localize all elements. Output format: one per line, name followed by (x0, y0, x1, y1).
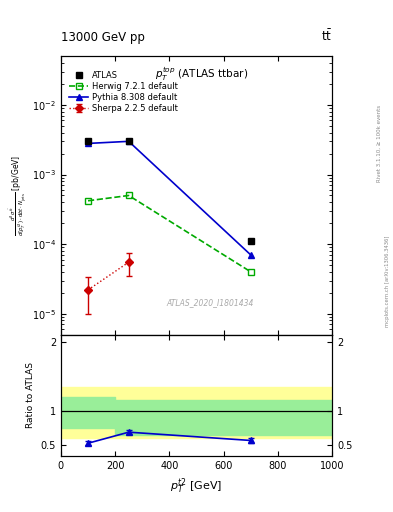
Y-axis label: $\frac{d^2\sigma^{t\bar{t}}}{d(p_T^{t2})\cdot\mathrm{d}bt\cdot N_{\mathrm{jets}}: $\frac{d^2\sigma^{t\bar{t}}}{d(p_T^{t2})… (8, 155, 29, 236)
ATLAS (248, 238, 253, 244)
Pythia 8.308 default (126, 138, 131, 144)
ATLAS (126, 138, 131, 144)
Pythia 8.308 default (86, 140, 90, 146)
X-axis label: $p_T^{t2}$ [GeV]: $p_T^{t2}$ [GeV] (170, 476, 223, 496)
Text: ATLAS_2020_I1801434: ATLAS_2020_I1801434 (166, 298, 254, 307)
Line: Pythia 8.308 default: Pythia 8.308 default (84, 138, 254, 259)
Herwig 7.2.1 default (86, 198, 90, 204)
Y-axis label: Ratio to ATLAS: Ratio to ATLAS (26, 362, 35, 428)
Herwig 7.2.1 default (126, 193, 131, 199)
Pythia 8.308 default (248, 252, 253, 258)
Bar (61, 387, 332, 438)
Herwig 7.2.1 default (248, 269, 253, 275)
Legend: ATLAS, Herwig 7.2.1 default, Pythia 8.308 default, Sherpa 2.2.5 default: ATLAS, Herwig 7.2.1 default, Pythia 8.30… (68, 69, 180, 114)
Line: Herwig 7.2.1 default: Herwig 7.2.1 default (84, 192, 254, 275)
Text: $p_T^{top}$ (ATLAS ttbar): $p_T^{top}$ (ATLAS ttbar) (155, 65, 249, 82)
Text: 13000 GeV pp: 13000 GeV pp (61, 31, 145, 44)
Line: ATLAS: ATLAS (84, 138, 254, 245)
Text: mcplots.cern.ch [arXiv:1306.3436]: mcplots.cern.ch [arXiv:1306.3436] (385, 236, 389, 327)
Text: Rivet 3.1.10, ≥ 100k events: Rivet 3.1.10, ≥ 100k events (377, 105, 382, 182)
Text: t$\bar{\rm t}$: t$\bar{\rm t}$ (321, 28, 332, 44)
ATLAS (86, 138, 90, 144)
